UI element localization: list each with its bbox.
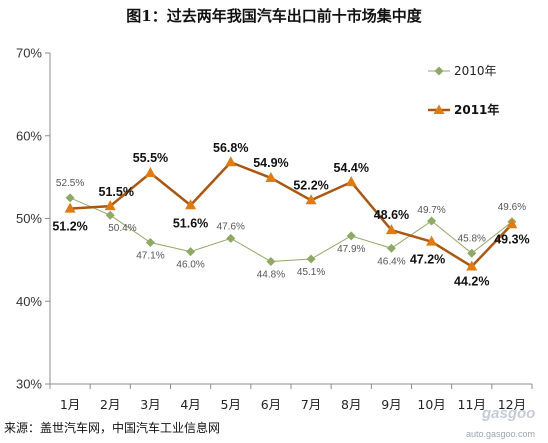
data-label-2010: 49.6% bbox=[498, 202, 526, 213]
watermark-url: auto.gasgoo.com bbox=[466, 429, 535, 439]
x-tick-label: 8月 bbox=[341, 397, 361, 412]
data-label-2010: 46.0% bbox=[176, 260, 204, 271]
x-tick-label: 11月 bbox=[458, 397, 486, 412]
chart-title: 图1：过去两年我国汽车出口前十市场集中度 bbox=[126, 7, 422, 25]
data-label-2010: 44.8% bbox=[257, 270, 285, 281]
series-point-2010 bbox=[346, 231, 356, 241]
y-tick-label: 40% bbox=[16, 294, 42, 309]
series-point-2011 bbox=[466, 260, 478, 271]
data-label-2010: 49.7% bbox=[417, 205, 445, 216]
series-point-2011 bbox=[64, 202, 76, 213]
series-point-2011 bbox=[265, 171, 277, 182]
series-point-2010 bbox=[226, 233, 236, 243]
data-label-2010: 47.6% bbox=[217, 221, 245, 232]
x-tick-label: 6月 bbox=[261, 397, 281, 412]
x-tick-label: 5月 bbox=[221, 397, 241, 412]
data-label-2011: 55.5% bbox=[133, 151, 168, 165]
data-label-2011: 56.8% bbox=[213, 141, 248, 155]
data-label-2011: 51.2% bbox=[52, 220, 87, 234]
legend-marker-2010 bbox=[434, 66, 444, 76]
legend-marker-2011 bbox=[433, 104, 445, 114]
y-axis: 30% 40% 50% 60% 70% bbox=[16, 46, 51, 392]
series-point-2011 bbox=[385, 224, 397, 235]
series-point-2010 bbox=[186, 247, 196, 257]
data-label-2011: 49.3% bbox=[494, 232, 529, 246]
watermark-logo: gasgoo bbox=[481, 405, 535, 422]
series-point-2011 bbox=[305, 194, 317, 205]
series-point-2011 bbox=[426, 235, 438, 246]
data-label-2011: 54.4% bbox=[334, 161, 369, 175]
data-label-2010: 45.1% bbox=[297, 267, 325, 278]
data-label-2011: 51.5% bbox=[99, 185, 134, 199]
x-tick-label: 1月 bbox=[60, 397, 80, 412]
series-point-2010 bbox=[145, 237, 155, 247]
x-tick-label: 3月 bbox=[140, 397, 160, 412]
data-label-2010: 50.4% bbox=[108, 223, 136, 234]
y-tick-label: 70% bbox=[16, 46, 42, 61]
series-point-2011 bbox=[506, 218, 518, 229]
data-label-2011: 51.6% bbox=[173, 216, 208, 230]
x-tick-label: 7月 bbox=[301, 397, 321, 412]
data-label-2011: 48.6% bbox=[374, 208, 409, 222]
series-line-2011 bbox=[70, 160, 513, 268]
series-point-2011 bbox=[185, 199, 197, 210]
data-label-2010: 47.9% bbox=[337, 244, 365, 255]
x-tick-label: 4月 bbox=[180, 397, 200, 412]
x-tick-label: 2月 bbox=[100, 397, 120, 412]
series-point-2010 bbox=[427, 216, 437, 226]
data-label-2011: 47.2% bbox=[410, 253, 445, 267]
series-point-2010 bbox=[65, 193, 75, 203]
series-point-2011 bbox=[345, 176, 357, 187]
plot-area: 52.5% 50.4% 47.1% 46.0% 47.6% 44.8% 45.1% 47.9%… bbox=[52, 141, 529, 288]
source-note: 来源：盖世汽车网，中国汽车工业信息网 bbox=[4, 420, 220, 435]
series-point-2011 bbox=[144, 166, 156, 177]
data-label-2010: 46.4% bbox=[377, 256, 405, 267]
y-tick-label: 60% bbox=[16, 128, 42, 143]
x-tick-label: 10月 bbox=[417, 397, 445, 412]
series-point-2010 bbox=[306, 254, 316, 264]
data-label-2010: 52.5% bbox=[56, 178, 84, 189]
series-point-2011 bbox=[225, 156, 237, 167]
x-tick-label: 9月 bbox=[381, 397, 401, 412]
series-point-2010 bbox=[467, 248, 477, 258]
series-point-2010 bbox=[386, 243, 396, 253]
y-tick-label: 50% bbox=[16, 211, 42, 226]
data-label-2010: 45.8% bbox=[458, 233, 486, 244]
legend-label-2011: 2011年 bbox=[454, 102, 499, 117]
series-point-2010 bbox=[266, 257, 276, 267]
y-tick-label: 30% bbox=[16, 377, 42, 392]
series-point-2011 bbox=[104, 200, 116, 211]
data-label-2011: 44.2% bbox=[454, 274, 489, 288]
data-label-2010: 47.1% bbox=[136, 250, 164, 261]
legend-label-2010: 2010年 bbox=[454, 64, 497, 78]
x-axis: 1月 2月 3月 4月 5月 6月 7月 8月 9月 10月 11月 12月 bbox=[49, 383, 533, 412]
x-tick-label: 12月 bbox=[498, 397, 526, 412]
data-label-2011: 54.9% bbox=[253, 156, 288, 170]
series-point-2010 bbox=[105, 210, 115, 220]
series-line-2010 bbox=[69, 197, 513, 263]
data-label-2011: 52.2% bbox=[293, 178, 328, 192]
legend: 2010年 2011年 bbox=[428, 64, 499, 117]
